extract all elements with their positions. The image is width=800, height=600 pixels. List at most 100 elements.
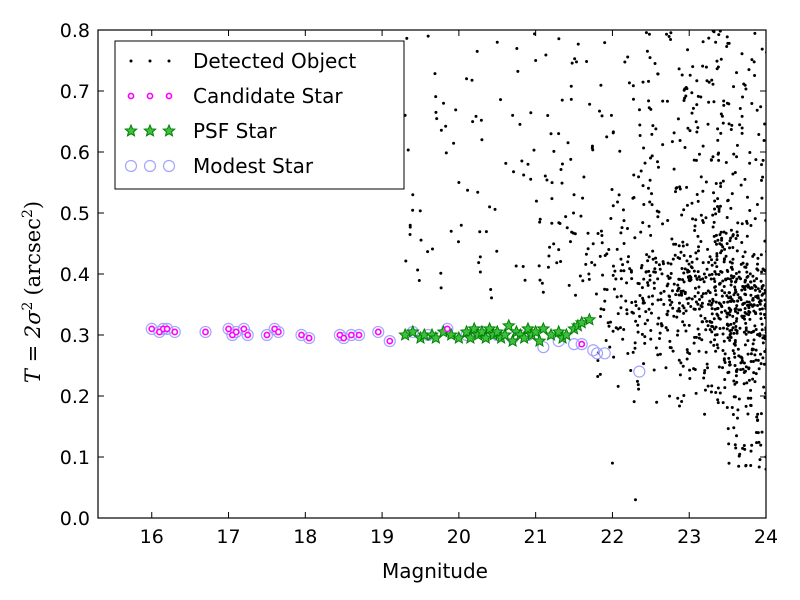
detected-point	[727, 296, 731, 300]
detected-point	[710, 78, 714, 82]
detected-point	[631, 350, 635, 354]
detected-point	[692, 367, 696, 371]
detected-point	[731, 234, 735, 238]
candidate-star-point	[202, 328, 209, 336]
detected-point	[631, 84, 635, 88]
detected-point	[699, 239, 703, 243]
detected-point	[768, 73, 771, 76]
detected-point	[670, 237, 674, 241]
detected-point	[733, 382, 737, 386]
y-tick-label: 0.8	[60, 20, 90, 42]
detected-point	[709, 277, 713, 281]
detected-point	[712, 327, 716, 331]
detected-point	[696, 302, 700, 306]
detected-point	[621, 337, 625, 341]
detected-point	[738, 326, 742, 330]
detected-point	[706, 247, 710, 251]
detected-point	[744, 328, 748, 332]
detected-point	[745, 303, 749, 307]
detected-point	[725, 405, 729, 409]
detected-point	[660, 272, 664, 276]
detected-point	[698, 278, 702, 282]
detected-point	[751, 359, 755, 363]
detected-point	[555, 261, 559, 265]
detected-point	[714, 349, 718, 353]
legend-entry-candidate: Candidate Star	[127, 84, 343, 108]
detected-point	[725, 45, 729, 49]
detected-point	[716, 398, 720, 402]
detected-point	[682, 88, 686, 92]
detected-point	[770, 290, 773, 293]
detected-point	[526, 162, 530, 166]
x-tick-label: 18	[293, 526, 317, 548]
detected-point	[728, 239, 732, 243]
detected-point	[745, 219, 749, 223]
detected-point	[707, 273, 711, 277]
detected-point	[596, 375, 600, 379]
detected-point	[728, 260, 732, 264]
legend: Detected Object Candidate Star PSF Star …	[114, 40, 405, 190]
legend-label-modest: Modest Star	[193, 154, 314, 178]
detected-point	[495, 249, 499, 253]
detected-point	[648, 156, 652, 160]
modest-star-point	[260, 328, 274, 342]
detected-point	[711, 213, 715, 217]
detected-point	[726, 427, 730, 431]
detected-point	[746, 339, 750, 343]
detected-point	[534, 59, 538, 62]
detected-point	[626, 255, 630, 259]
detected-point	[753, 31, 757, 35]
detected-point	[757, 367, 761, 371]
detected-point	[755, 108, 759, 112]
detected-point	[726, 300, 730, 304]
detected-point	[726, 312, 730, 316]
modest-star-point	[222, 322, 235, 335]
detected-point	[480, 138, 484, 142]
detected-point	[621, 263, 625, 267]
detected-point	[721, 401, 725, 405]
detected-point	[633, 346, 637, 350]
detected-point	[728, 363, 732, 367]
detected-point	[726, 371, 730, 375]
detected-point	[668, 339, 672, 343]
detected-point	[566, 141, 570, 145]
detected-point	[767, 42, 770, 45]
psf-star-point	[532, 333, 547, 348]
modest-star-point	[272, 325, 285, 339]
detected-point	[768, 69, 771, 72]
detected-point	[749, 352, 753, 356]
detected-point	[718, 281, 722, 285]
detected-point	[694, 120, 698, 124]
detected-point	[701, 219, 705, 223]
detected-point	[770, 345, 773, 348]
detected-point	[598, 372, 602, 376]
detected-point	[594, 292, 598, 296]
detected-point	[716, 65, 720, 69]
detected-point	[744, 404, 748, 408]
detected-point	[638, 123, 642, 127]
detected-point	[677, 301, 681, 305]
detected-point	[721, 179, 725, 183]
detected-point	[746, 352, 750, 356]
detected-point	[749, 293, 753, 297]
detected-point	[719, 112, 723, 116]
detected-point	[691, 217, 695, 221]
detected-point	[755, 267, 759, 271]
detected-point	[559, 259, 563, 263]
candidate-star-point	[374, 328, 382, 336]
detected-point	[701, 189, 705, 193]
detected-point	[732, 379, 736, 383]
detected-point	[771, 270, 774, 273]
detected-point	[758, 299, 762, 303]
detected-point	[772, 373, 775, 376]
detected-point	[651, 124, 655, 128]
detected-point	[694, 158, 698, 162]
detected-point	[723, 291, 727, 295]
detected-point	[759, 317, 763, 321]
detected-point	[666, 218, 670, 222]
detected-point	[723, 378, 727, 382]
detected-point	[768, 343, 771, 346]
detected-point	[771, 348, 774, 351]
detected-point	[740, 126, 744, 130]
detected-point	[666, 274, 670, 278]
